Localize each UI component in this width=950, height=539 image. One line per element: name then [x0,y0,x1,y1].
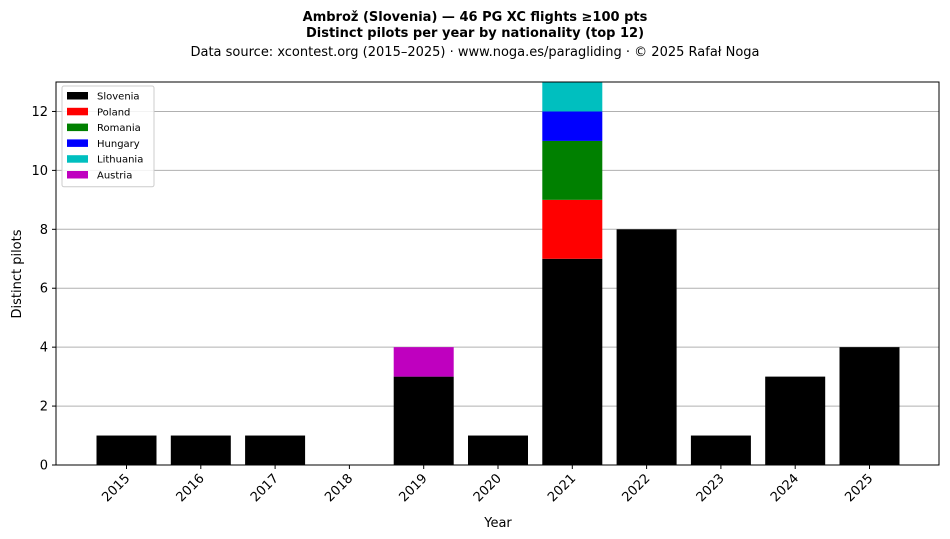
legend-label: Romania [97,123,141,134]
bar-segment [542,140,603,200]
bar-segment [393,347,454,377]
y-axis-label: Distinct pilots [10,229,25,318]
y-tick-label: 4 [40,341,48,356]
bar-segment [542,82,603,112]
bar-segment [839,347,900,465]
bar-segment [542,111,603,141]
legend-swatch [67,107,88,116]
x-tick-label: 2018 [322,471,356,505]
legend-swatch [67,123,88,132]
x-tick-label: 2015 [99,471,133,505]
x-tick-label: 2017 [248,471,282,505]
bar-segment [690,435,751,465]
legend-label: Lithuania [97,155,143,166]
chart-title: Ambrož (Slovenia) — 46 PG XC flights ≥10… [303,10,648,25]
x-tick-label: 2019 [397,471,431,505]
x-tick-label: 2025 [842,471,876,505]
legend: Slovenia Poland Romania Hungary Lithuania Aus… [61,85,155,188]
bar-segment [468,435,528,465]
y-tick-label: 2 [40,400,48,415]
bar-segment [245,435,306,465]
x-axis: 2015 2016 2017 2018 2019 2020 2021 2022 2023 2024… [99,465,876,505]
bars [96,82,900,465]
bar-segment [542,258,603,465]
x-tick-label: 2023 [694,471,728,505]
x-tick-label: 2016 [174,471,208,505]
legend-swatch [67,155,88,163]
y-axis: 0 2 4 6 8 10 12 [31,105,56,474]
x-tick-label: 2022 [619,471,653,505]
bar-segment [170,435,231,465]
y-tick-label: 12 [31,105,48,120]
x-axis-label: Year [483,516,512,531]
chart-subtitle: Distinct pilots per year by nationality … [306,26,644,41]
y-tick-label: 0 [40,459,48,474]
chart-source: Data source: xcontest.org (2015–2025) · … [190,45,759,60]
y-tick-label: 8 [40,223,48,238]
grid-lines [56,110,939,466]
bar-segment [96,435,157,465]
x-tick-label: 2024 [768,471,802,505]
legend-label: Slovenia [97,92,140,103]
legend-swatch [67,171,88,179]
x-tick-label: 2020 [471,471,505,505]
bar-segment [393,376,454,465]
legend-swatch [67,139,88,147]
y-tick-label: 10 [31,164,48,179]
bar-segment [542,199,603,259]
y-tick-label: 6 [40,282,48,297]
bar-segment [616,229,677,465]
bar-segment [765,376,826,465]
legend-swatch [67,92,88,100]
legend-label: Hungary [97,139,140,150]
legend-label: Poland [97,107,130,118]
x-tick-label: 2021 [545,471,579,505]
legend-label: Austria [97,171,132,182]
